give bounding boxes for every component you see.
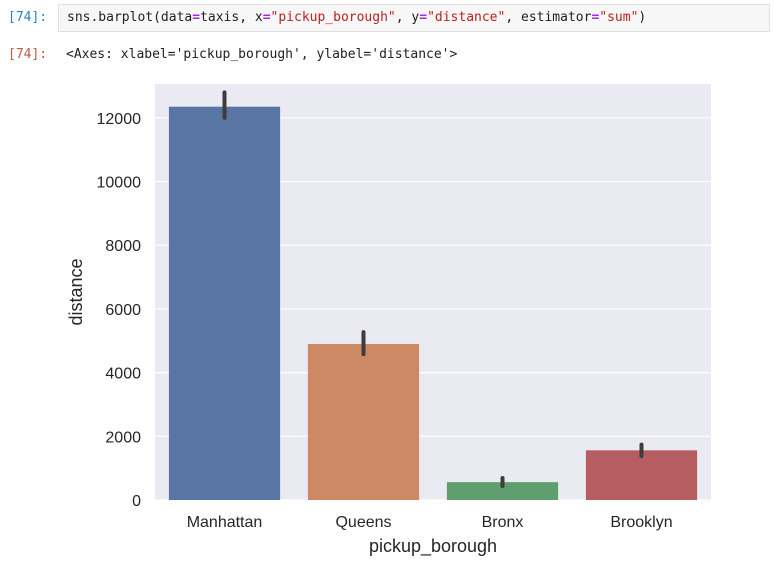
output-text: <Axes: xlabel='pickup_borough', ylabel='… [66,47,458,62]
bars [168,106,698,500]
code-comma: , [505,10,521,25]
code-eq: = [262,10,271,25]
code-editor[interactable]: sns.barplot(data=taxis, x="pickup_boroug… [58,4,770,32]
y-tick-label: 8000 [105,238,141,255]
code-eq: = [192,10,201,25]
code-eq: = [419,10,428,25]
x-tick-label: Manhattan [187,514,263,531]
code-comma: , [239,10,255,25]
bar-chart: 0 2000 4000 6000 8000 10000 12000 Manhattan Que… [66,84,711,557]
x-tick-label: Queens [335,514,391,531]
x-axis-label: pickup_borough [369,536,497,557]
y-tick-label: 6000 [105,302,141,319]
y-axis-label: distance [66,258,86,325]
code-arg3-value: "distance" [427,10,506,25]
code-arg4-name: estimator [521,10,592,25]
code-func: sns.barplot [67,10,154,25]
code-close-paren: ) [638,10,647,25]
x-tick-labels: Manhattan Queens Bronx Brooklyn [187,514,673,531]
y-tick-label: 4000 [105,366,141,383]
y-tick-label: 10000 [97,175,142,192]
bar-brooklyn [585,450,698,500]
x-tick-label: Bronx [482,514,524,531]
code-open-paren: ( [153,10,161,25]
x-tick-label: Brooklyn [610,514,672,531]
bar-queens [307,343,420,500]
y-tick-labels: 0 2000 4000 6000 8000 10000 12000 [97,111,142,510]
code-arg1-value: taxis [200,10,240,25]
bar-manhattan [168,106,281,500]
code-comma: , [395,10,412,25]
code-arg3-name: y [411,10,420,25]
input-prompt: [74]: [8,10,48,25]
y-tick-label: 12000 [97,111,142,128]
code-arg2-value: "pickup_borough" [270,10,396,25]
error-bars [222,90,644,488]
code-arg1-name: data [160,10,193,25]
code-arg2-name: x [254,10,263,25]
bar-bronx [446,482,559,500]
output-prompt: [74]: [8,47,48,62]
y-tick-label: 0 [132,493,141,510]
y-tick-label: 2000 [105,429,141,446]
code-arg4-value: "sum" [599,10,639,25]
code-cell[interactable]: [74]: sns.barplot(data=taxis, x="pickup_… [0,0,774,36]
code-eq: = [591,10,600,25]
